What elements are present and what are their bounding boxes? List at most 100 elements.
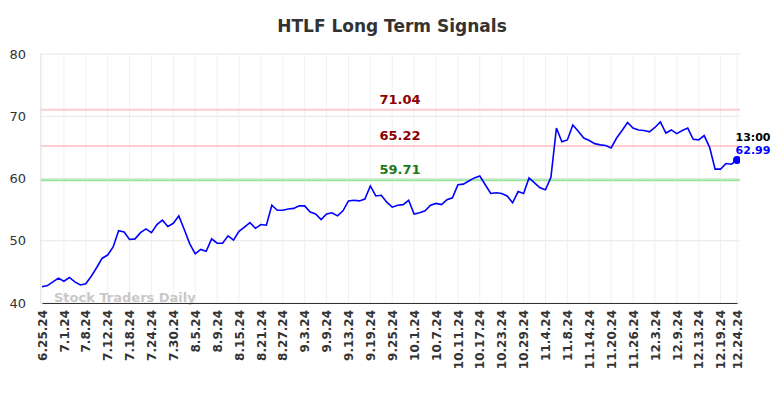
x-tick: 6.25.24	[36, 303, 50, 361]
y-tick-label: 50	[9, 233, 26, 248]
x-tick-label: 11.20.24	[605, 310, 619, 369]
x-grid-line	[348, 54, 349, 303]
x-grid-line	[457, 54, 458, 303]
x-grid-line	[720, 54, 721, 303]
last-value-label: 62.99	[736, 144, 771, 157]
x-tick: 8.9.24	[211, 303, 225, 353]
x-tick: 11.8.24	[561, 303, 575, 361]
x-grid-line	[42, 54, 43, 303]
x-tick: 7.1.24	[58, 303, 72, 353]
chart: HTLF Long Term SignalsStock Traders Dail…	[0, 0, 784, 398]
x-tick: 7.30.24	[167, 303, 181, 361]
grid	[40, 54, 740, 303]
y-grid-line	[40, 54, 740, 55]
x-tick: 9.25.24	[386, 303, 400, 361]
x-grid-line	[545, 54, 546, 303]
x-tick: 7.12.24	[101, 303, 115, 361]
x-tick-label: 8.9.24	[211, 310, 225, 353]
last-time-label: 13:00	[735, 131, 770, 144]
x-tick: 7.24.24	[145, 303, 159, 361]
x-grid-line	[107, 54, 108, 303]
reference-line	[40, 145, 740, 147]
x-tick: 10.11.24	[452, 303, 466, 369]
reference-label: 65.22	[379, 128, 420, 143]
x-tick: 10.29.24	[517, 303, 531, 369]
x-tick-label: 9.13.24	[342, 310, 356, 361]
y-tick-label: 60	[9, 171, 26, 186]
x-grid-line	[282, 54, 283, 303]
x-tick-label: 7.12.24	[101, 310, 115, 361]
x-tick: 12.13.24	[692, 303, 706, 369]
x-tick: 12.9.24	[671, 303, 685, 361]
x-tick-label: 12.9.24	[671, 310, 685, 361]
x-grid-line	[129, 54, 130, 303]
x-tick-label: 12.24.24	[731, 310, 745, 369]
y-tick: 70	[9, 109, 40, 124]
y-axis-line	[40, 55, 41, 304]
x-tick-label: 7.24.24	[145, 310, 159, 361]
x-tick-label: 10.23.24	[495, 310, 509, 369]
watermark: Stock Traders Daily	[54, 290, 196, 305]
reference-label: 71.04	[379, 92, 420, 107]
y-tick: 80	[9, 47, 40, 62]
x-tick-label: 10.1.24	[408, 310, 422, 361]
x-tick-label: 11.26.24	[627, 310, 641, 369]
x-tick-label: 10.17.24	[473, 310, 487, 369]
x-tick-label: 7.8.24	[79, 310, 93, 353]
x-grid-line	[479, 54, 480, 303]
x-tick-label: 12.13.24	[692, 310, 706, 369]
x-tick: 9.9.24	[320, 303, 334, 353]
y-grid-line	[40, 240, 740, 241]
x-grid-line	[326, 54, 327, 303]
x-tick-label: 12.3.24	[649, 310, 663, 361]
x-grid-line	[173, 54, 174, 303]
x-tick: 10.1.24	[408, 303, 422, 361]
y-tick: 40	[9, 296, 40, 311]
y-tick: 60	[9, 171, 40, 186]
y-axis: 40 50 60 70 80	[9, 47, 40, 311]
x-tick-label: 11.8.24	[561, 310, 575, 361]
x-grid-line	[523, 54, 524, 303]
x-grid-line	[239, 54, 240, 303]
y-tick-label: 80	[9, 47, 26, 62]
x-tick-label: 11.4.24	[539, 310, 553, 361]
x-tick-label: 9.25.24	[386, 310, 400, 361]
x-tick-label: 9.19.24	[364, 310, 378, 361]
x-tick: 10.17.24	[473, 303, 487, 369]
x-axis-line	[43, 303, 738, 304]
x-tick: 9.3.24	[298, 303, 312, 353]
x-tick: 12.24.24	[731, 303, 745, 369]
x-tick: 7.18.24	[123, 303, 137, 361]
x-grid-line	[63, 54, 64, 303]
x-tick-label: 7.1.24	[58, 310, 72, 353]
x-tick: 11.20.24	[605, 303, 619, 369]
x-tick-label: 10.11.24	[452, 310, 466, 369]
x-tick: 12.19.24	[714, 303, 728, 369]
x-tick: 11.4.24	[539, 303, 553, 361]
y-tick-label: 70	[9, 109, 26, 124]
x-grid-line	[611, 54, 612, 303]
y-tick-label: 40	[9, 296, 26, 311]
x-tick-label: 11.14.24	[583, 310, 597, 369]
x-tick-label: 8.15.24	[233, 310, 247, 361]
x-tick-label: 7.18.24	[123, 310, 137, 361]
reference-label: 59.71	[379, 162, 420, 177]
x-tick-label: 10.7.24	[430, 310, 444, 361]
x-grid-line	[85, 54, 86, 303]
x-tick-label: 7.30.24	[167, 310, 181, 361]
x-tick-label: 8.21.24	[255, 310, 269, 361]
x-grid-line	[370, 54, 371, 303]
x-tick: 10.23.24	[495, 303, 509, 369]
x-tick: 12.3.24	[649, 303, 663, 361]
y-grid-line	[40, 178, 740, 179]
x-tick: 8.27.24	[276, 303, 290, 361]
x-grid-line	[217, 54, 218, 303]
x-grid-line	[260, 54, 261, 303]
x-tick: 10.7.24	[430, 303, 444, 361]
x-tick-label: 9.9.24	[320, 310, 334, 353]
plot-area	[40, 110, 740, 287]
x-tick: 9.13.24	[342, 303, 356, 361]
x-grid-line	[698, 54, 699, 303]
y-tick: 50	[9, 233, 40, 248]
x-grid-line	[567, 54, 568, 303]
